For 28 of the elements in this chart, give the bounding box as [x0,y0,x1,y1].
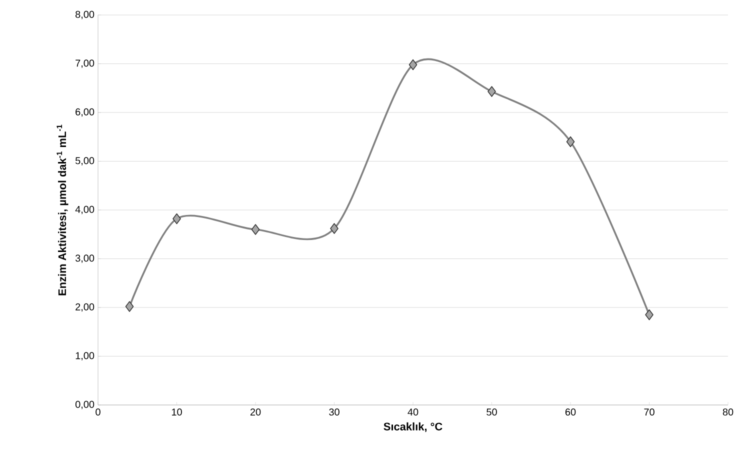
x-tick-label: 80 [722,408,734,416]
y-tick-label: 5,00 [76,157,94,166]
x-tick-label: 30 [329,408,340,416]
point [566,136,575,148]
point [251,224,260,235]
point [488,86,496,97]
point [172,213,181,224]
x-tick-label: 10 [172,408,182,416]
point [645,309,654,320]
x-tick-label: 0 [96,408,100,416]
point [408,59,418,70]
y-tick-label: 7,00 [76,60,94,68]
y-tick-label: 3,00 [75,254,94,263]
point [330,223,338,234]
y-axis-title: Enzim Aktivitesi, µmol dak$^{-1}$ mL$^{-1}$ [56,124,68,296]
x-axis-title: Sıcaklık, °C [384,422,442,432]
x-tick-label: 70 [644,408,654,416]
x-tick-label: 20 [250,408,261,416]
x-tick-label: 50 [486,408,497,416]
x-tick-label: 60 [565,408,576,416]
y-tick-label: 2,00 [76,303,94,312]
y-tick-label: 4,00 [75,206,94,214]
y-tick-label: 0,00 [75,400,94,410]
x-tick-label: 40 [408,408,418,416]
point [125,301,134,312]
y-tick-label: 6,00 [76,108,94,117]
y-tick-label: 1,00 [76,352,94,360]
y-tick-label: 8,00 [76,10,94,20]
